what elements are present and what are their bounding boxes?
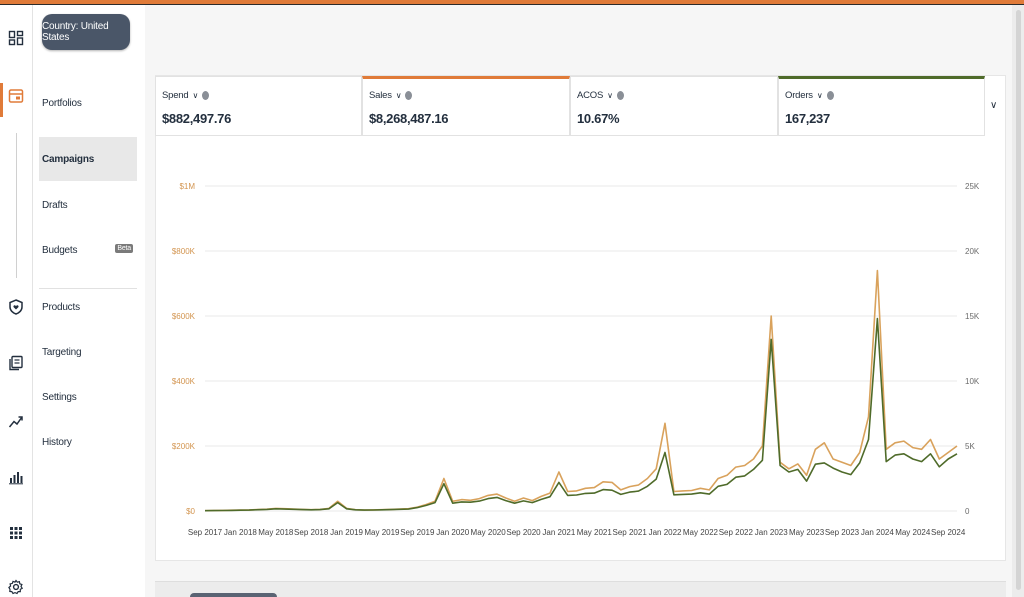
dashboard-icon[interactable]: [8, 30, 24, 46]
expand-metrics-chevron-icon[interactable]: ∨: [990, 100, 998, 111]
y-right-tick-label: 10K: [965, 377, 980, 386]
x-tick-label: May 2023: [789, 528, 825, 537]
bar-chart-icon[interactable]: [8, 469, 24, 485]
trend-icon[interactable]: [8, 413, 24, 429]
apps-icon[interactable]: [8, 525, 24, 541]
metric-label: ACOS: [577, 90, 604, 101]
nav-item-portfolios[interactable]: Portfolios: [42, 97, 82, 109]
y-right-tick-label: 5K: [965, 442, 975, 451]
x-tick-label: Jan 2023: [755, 528, 788, 537]
top-accent-bar: [0, 0, 1024, 5]
settings-icon[interactable]: [8, 579, 24, 595]
performance-panel: [155, 75, 1006, 561]
x-tick-label: Sep 2021: [613, 528, 648, 537]
x-tick-label: Sep 2023: [825, 528, 860, 537]
nav-item-history[interactable]: History: [42, 436, 72, 448]
info-icon[interactable]: [202, 91, 210, 100]
rail-active-indicator: [0, 83, 3, 117]
x-tick-label: May 2020: [471, 528, 507, 537]
x-tick-label: Jan 2021: [542, 528, 575, 537]
y-right-tick-label: 15K: [965, 312, 980, 321]
metric-value: 10.67%: [577, 111, 620, 126]
y-left-tick-label: $200K: [172, 442, 196, 451]
y-right-tick-label: 25K: [965, 182, 980, 191]
x-tick-label: May 2018: [258, 528, 294, 537]
metric-label: Sales: [369, 90, 392, 101]
x-tick-label: Jan 2020: [436, 528, 469, 537]
x-tick-label: Sep 2018: [294, 528, 329, 537]
x-tick-label: Sep 2022: [719, 528, 754, 537]
reports-icon[interactable]: [8, 355, 24, 371]
metric-card-orders[interactable]: Orders ∨ 167,237: [778, 76, 985, 136]
metric-value: $8,268,487.16: [369, 111, 449, 126]
y-right-tick-label: 0: [965, 507, 970, 516]
info-icon[interactable]: [405, 91, 413, 100]
sales-orders-line-chart: $0 0 $200K 5K $400K 10K $600K 15K $800K 20K $1M 25K…: [172, 182, 980, 537]
y-right-tick-label: 20K: [965, 247, 980, 256]
x-tick-label: May 2019: [364, 528, 400, 537]
country-selector[interactable]: Country: United States: [42, 14, 130, 50]
x-tick-label: Sep 2019: [400, 528, 435, 537]
nav-item-drafts[interactable]: Drafts: [42, 199, 68, 211]
chevron-down-icon[interactable]: ∨: [395, 91, 402, 100]
x-tick-label: Sep 2020: [506, 528, 541, 537]
x-tick-label: May 2024: [895, 528, 931, 537]
x-tick-label: Jan 2018: [224, 528, 257, 537]
y-left-tick-label: $0: [186, 507, 195, 516]
x-tick-label: May 2022: [683, 528, 719, 537]
metric-label: Orders: [785, 90, 813, 101]
metric-value: $882,497.76: [162, 111, 231, 126]
shield-icon[interactable]: [8, 299, 24, 315]
sub-navigation: Country: United States Portfolios Campai…: [33, 5, 145, 597]
bottom-tab[interactable]: [190, 593, 277, 597]
x-tick-label: Sep 2024: [931, 528, 966, 537]
x-tick-label: May 2021: [577, 528, 613, 537]
metric-card-sales[interactable]: Sales ∨ $8,268,487.16: [362, 76, 570, 136]
metric-card-acos[interactable]: ACOS ∨ 10.67%: [570, 76, 778, 136]
nav-item-products[interactable]: Products: [42, 301, 80, 313]
nav-item-campaigns[interactable]: Campaigns: [39, 137, 137, 181]
y-left-tick-label: $800K: [172, 247, 196, 256]
y-left-tick-label: $1M: [179, 182, 195, 191]
nav-item-settings[interactable]: Settings: [42, 391, 77, 403]
series-line-orders: [204, 317, 958, 512]
x-tick-label: Jan 2024: [861, 528, 894, 537]
metric-value: 167,237: [785, 111, 830, 126]
nav-item-budgets-label: Budgets: [42, 244, 78, 256]
metric-label: Spend: [162, 90, 189, 101]
beta-badge: Beta: [115, 244, 133, 253]
nav-item-targeting[interactable]: Targeting: [42, 346, 82, 358]
y-left-tick-label: $600K: [172, 312, 196, 321]
chevron-down-icon[interactable]: ∨: [192, 91, 199, 100]
nav-item-budgets[interactable]: Budgets Beta: [39, 228, 137, 272]
x-tick-label: Jan 2019: [330, 528, 363, 537]
info-icon[interactable]: [826, 91, 834, 100]
nav-divider: [39, 288, 137, 289]
rail-divider: [16, 133, 17, 278]
info-icon[interactable]: [616, 91, 624, 100]
chevron-down-icon[interactable]: ∨: [816, 91, 823, 100]
icon-rail: [0, 5, 33, 597]
y-left-tick-label: $400K: [172, 377, 196, 386]
page-scrollbar[interactable]: [1016, 10, 1021, 590]
series-line-sales: [204, 269, 958, 512]
x-tick-label: Sep 2017: [188, 528, 223, 537]
chevron-down-icon[interactable]: ∨: [607, 91, 613, 100]
metric-card-spend[interactable]: Spend ∨ $882,497.76: [155, 76, 362, 136]
x-tick-label: Jan 2022: [649, 528, 682, 537]
bottom-section: [155, 581, 1006, 597]
campaign-icon[interactable]: [8, 88, 24, 104]
